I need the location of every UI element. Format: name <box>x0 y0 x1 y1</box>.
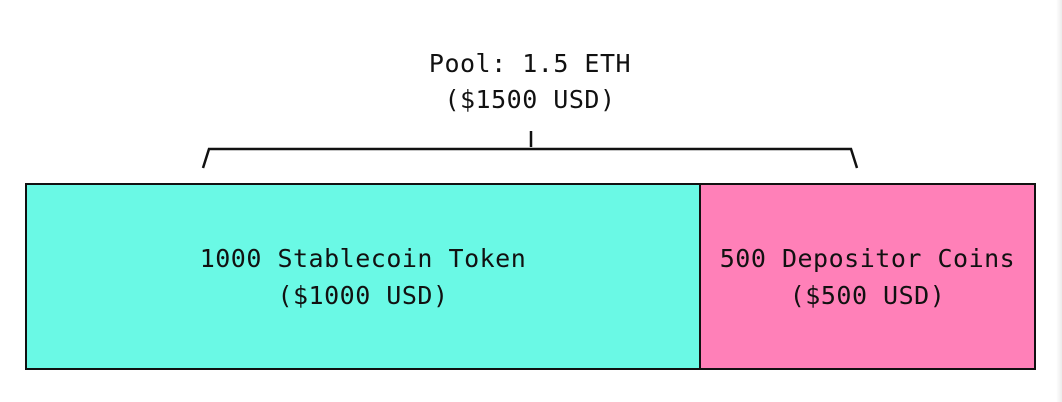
stablecoin-label: 1000 Stablecoin Token <box>199 243 527 273</box>
depositor-usd-value: ($500 USD) <box>789 280 946 310</box>
pool-label: Pool: 1.5 ETH ($1500 USD) <box>380 46 680 118</box>
depositor-segment: 500 Depositor Coins ($500 USD) <box>701 185 1034 368</box>
stablecoin-usd-value: ($1000 USD) <box>277 280 449 310</box>
pool-usd-value: ($1500 USD) <box>444 85 616 114</box>
pool-composition-bar: 1000 Stablecoin Token ($1000 USD) 500 De… <box>25 183 1036 370</box>
stablecoin-segment: 1000 Stablecoin Token ($1000 USD) <box>27 185 701 368</box>
page-edge-shadow <box>1056 0 1062 402</box>
pool-amount: Pool: 1.5 ETH <box>428 49 632 78</box>
depositor-label: 500 Depositor Coins <box>719 243 1016 273</box>
